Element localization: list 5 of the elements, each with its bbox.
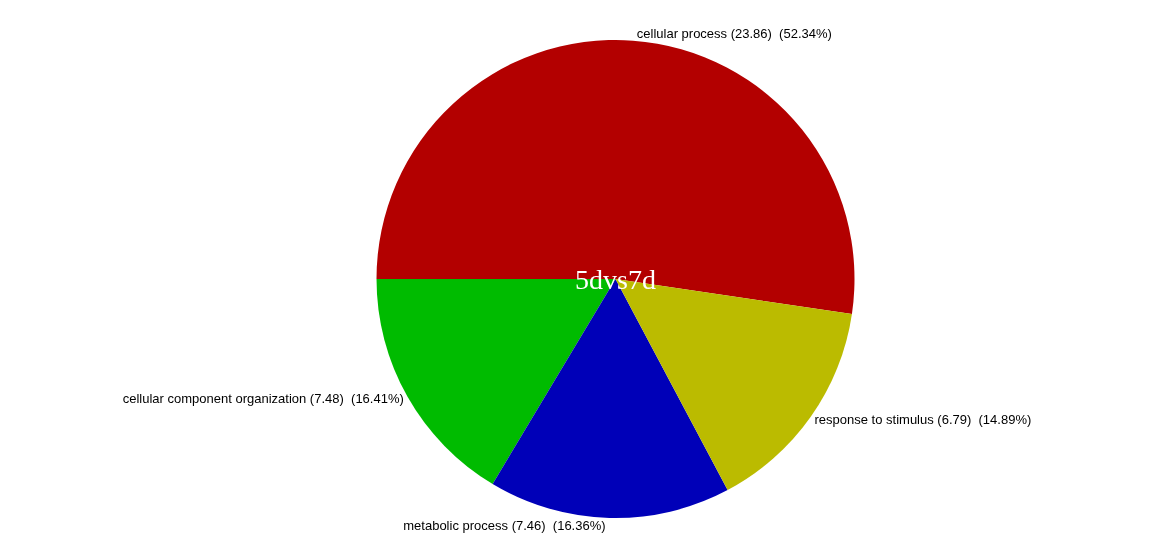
slice-label: response to stimulus (6.79) (14.89%) xyxy=(814,411,1032,427)
slice-label: cellular process (23.86) (52.34%) xyxy=(636,25,832,41)
slice-label: cellular component organization (7.48) (16.41%) xyxy=(122,391,404,407)
pie-slice xyxy=(376,40,855,314)
slice-label: metabolic process (7.46) (16.36%) xyxy=(403,517,606,533)
